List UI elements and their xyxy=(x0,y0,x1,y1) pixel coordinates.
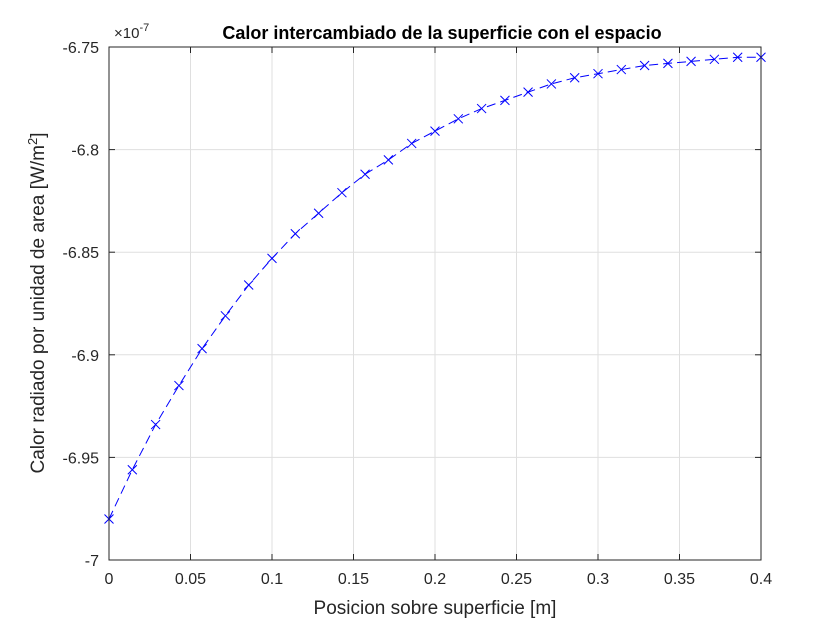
data-point-marker xyxy=(476,103,487,114)
data-point-marker xyxy=(569,72,580,83)
series-line xyxy=(108,56,761,520)
x-tick-label: 0.25 xyxy=(501,571,532,588)
data-point-marker xyxy=(593,68,603,79)
y-axis-label: Calor radiado por unidad de area [W/m2] xyxy=(25,133,49,474)
data-point-marker xyxy=(313,208,324,219)
x-tick-label: 0 xyxy=(105,571,114,588)
data-point-marker xyxy=(337,187,347,198)
data-point-marker xyxy=(686,56,696,67)
data-point-marker xyxy=(243,280,254,290)
data-point-marker xyxy=(267,253,277,264)
data-point-marker xyxy=(523,87,533,97)
data-point-marker xyxy=(453,113,464,124)
y-exponent-label: ×10-7 xyxy=(114,22,149,42)
chart-title: Calor intercambiado de la superficie con… xyxy=(222,23,661,43)
y-tick-label: -6.9 xyxy=(71,348,99,365)
data-point-marker xyxy=(174,380,184,391)
data-point-marker xyxy=(150,419,161,430)
x-tick-label: 0.3 xyxy=(587,571,609,588)
data-point-marker xyxy=(360,169,370,180)
x-tick-label: 0.4 xyxy=(750,571,772,588)
x-tick-label: 0.05 xyxy=(175,571,206,588)
data-point-marker xyxy=(197,343,207,354)
axis-ticks: 0 0.05 0.1 0.15 0.2 0.25 0.3 0.35 0.4 -7 -6.95 -6.9… xyxy=(63,40,773,588)
data-point-marker xyxy=(500,95,510,106)
x-tick-label: 0.1 xyxy=(261,571,283,588)
x-tick-label: 0.35 xyxy=(664,571,695,588)
data-point-marker xyxy=(709,54,720,65)
data-point-marker xyxy=(732,52,743,63)
data-point-marker xyxy=(546,79,557,89)
data-point-marker xyxy=(290,228,301,239)
y-tick-label: -7 xyxy=(85,553,99,570)
grid xyxy=(108,46,762,561)
data-point-marker xyxy=(639,60,650,71)
data-point-marker xyxy=(430,126,440,136)
data-point-marker xyxy=(616,64,627,75)
x-axis-label: Posicion sobre superficie [m] xyxy=(314,598,557,619)
y-tick-label: -6.95 xyxy=(63,450,100,467)
x-tick-label: 0.2 xyxy=(424,571,446,588)
data-point-marker xyxy=(127,464,138,475)
y-tick-label: -6.85 xyxy=(63,245,100,262)
data-point-marker xyxy=(383,155,394,165)
y-tick-label: -6.75 xyxy=(63,40,100,57)
data-point-marker xyxy=(406,138,417,149)
y-tick-label: -6.8 xyxy=(71,143,99,160)
data-point-marker xyxy=(663,58,673,69)
x-tick-label: 0.15 xyxy=(338,571,369,588)
data-point-marker xyxy=(220,310,231,321)
